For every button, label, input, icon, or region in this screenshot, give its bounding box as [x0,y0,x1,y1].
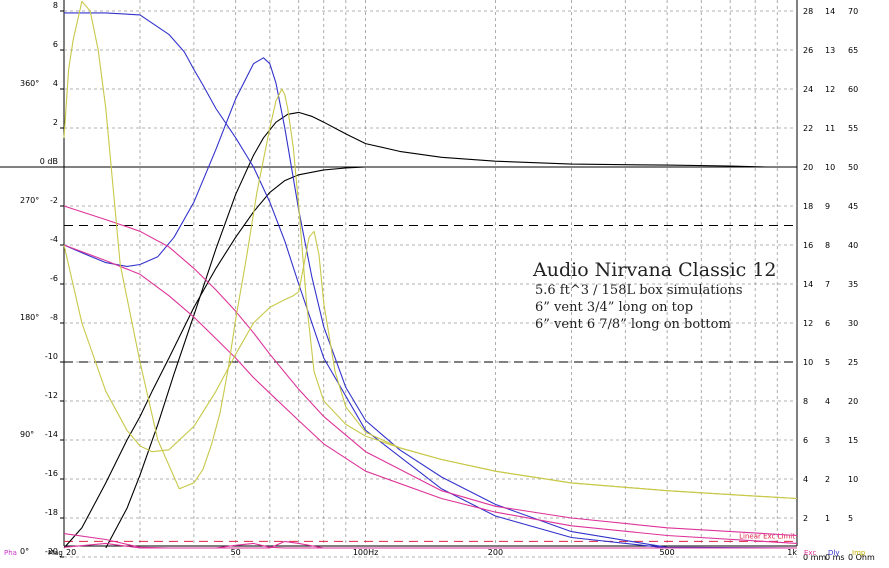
right-axis-1-label: 8 [803,397,808,406]
right-axis-3-label: 55 [848,124,858,133]
reference-levels: Linear Exc Limit [64,225,797,542]
right-axis-3-label: 50 [848,163,858,172]
right-axis-3-label: 5 [848,514,853,523]
right-axis-1-label: 10 [803,358,813,367]
right-axis-1-label: 18 [803,202,813,211]
right-axis-2-label: 1 [825,514,830,523]
right-axis-3-label: 70 [848,7,858,16]
db-tick-label: -10 [45,352,58,361]
right-axis-3-label: 15 [848,436,858,445]
right-axis-2-label: 12 [825,85,835,94]
right-axis-2-label: 11 [825,124,835,133]
right-axis-1-label: 26 [803,46,813,55]
phase-curve [64,12,797,549]
right-axis-2-label: 8 [825,241,830,250]
db-tick-label: -6 [50,274,58,283]
right-axis-3-label: 35 [848,280,858,289]
impedance-curve [63,0,798,500]
phase-curve [63,57,798,549]
db-tick-label: -2 [50,196,58,205]
curves [63,0,798,549]
db-tick-label: 6 [53,40,58,49]
right-axis-3-label: 45 [848,202,858,211]
db-tick-label: -14 [45,430,58,439]
db-tick-label: -12 [45,391,58,400]
right-axis-2-label: 0 ms [825,553,845,562]
db-tick-label: -20 [45,547,58,556]
right-axis-1-label: 20 [803,163,813,172]
excursion-curve [63,205,798,537]
right-axis-2-label: 13 [825,46,835,55]
annotation-title: Audio Nirvana Classic 12 [532,259,777,281]
excursion-curve [63,244,798,544]
right-axis-1-label: 22 [803,124,813,133]
right-axis-3-label: 30 [848,319,858,328]
impedance-curve [63,230,798,500]
right-axis-1-label: 12 [803,319,813,328]
right-axis-2-label: 14 [825,7,835,16]
db-tick-label: -4 [50,235,58,244]
x-tick-label: 50 [231,548,241,557]
phase-tick-label: 360° [20,79,39,88]
phase-tick-label: 180° [20,313,39,322]
excursion-curve [63,540,797,549]
right-axis-3-label: 25 [848,358,858,367]
right-axis-1-label: 16 [803,241,813,250]
annotation-line-3: 6” vent 6 7/8” long on bottom [535,317,731,332]
dly-label: Dly [828,549,839,557]
right-axis-2-label: 2 [825,475,830,484]
db-tick-label: -8 [50,313,58,322]
x-tick-label: 200 [488,548,503,557]
mag-curve [63,166,572,549]
db-tick-label: -16 [45,469,58,478]
right-axis-2-label: 6 [825,319,830,328]
right-axis-2-label: 3 [825,436,830,445]
right-axis-2-label: 10 [825,163,835,172]
mag-label: Mag [48,549,63,557]
right-axis-3-label: 65 [848,46,858,55]
right-axis-1-label: 14 [803,280,813,289]
x-tick-label: 100Hz [353,548,378,557]
db-tick-label: 0 dB [40,157,58,166]
pha-label: Pha [4,549,17,557]
right-axis-3-label: 10 [848,475,858,484]
right-axis-2-label: 7 [825,280,830,289]
annotation-block: Audio Nirvana Classic 12 5.6 ft^3 / 158L… [532,259,777,332]
imp-label: Imp [852,549,866,557]
right-axis-3-label: 0 Ohm [848,553,875,562]
right-axis-1-label: 28 [803,7,813,16]
right-axis-3-label: 40 [848,241,858,250]
db-tick-label: 2 [53,118,58,127]
annotation-line-1: 5.6 ft^3 / 158L box simulations [535,283,743,298]
phase-tick-label: 90° [20,430,34,439]
x-tick-label: 500 [659,548,674,557]
right-axis-1-label: 6 [803,436,808,445]
mag-curve [105,111,767,549]
right-axis-3-label: 20 [848,397,858,406]
right-axis-1-label: 2 [803,514,808,523]
right-axis-1-label: 4 [803,475,808,484]
db-tick-label: -18 [45,508,58,517]
excursion-limit-label: Linear Exc Limit [739,532,795,540]
right-axis-2-label: 4 [825,397,830,406]
x-tick-label: 1k [787,548,797,557]
x-tick-label: 20 [66,548,76,557]
phase-tick-label: 270° [20,196,39,205]
right-axis-2-label: 9 [825,202,830,211]
phase-tick-label: 0° [20,547,29,556]
db-tick-label: 4 [53,79,58,88]
grid [0,0,798,558]
right-axis-2-label: 5 [825,358,830,367]
right-axis-1-label: 24 [803,85,813,94]
right-axis-3-label: 60 [848,85,858,94]
exc-label: Exc [804,549,816,557]
db-tick-label: 8 [53,1,58,10]
annotation-line-2: 6” vent 3/4” long on top [535,300,693,315]
right-axis-1-label: 0 mm [803,553,826,562]
